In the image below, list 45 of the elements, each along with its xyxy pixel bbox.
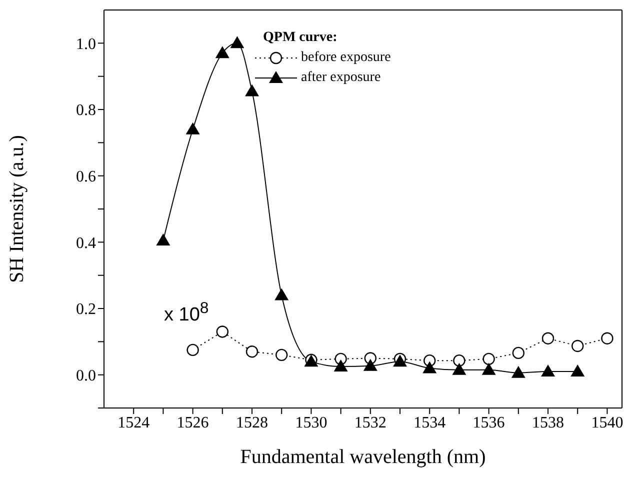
x-tick-label: 1532 (354, 414, 386, 432)
x-tick-label: 1534 (414, 414, 446, 432)
point (570, 364, 585, 377)
point (422, 361, 437, 374)
legend-label: after exposure (301, 69, 381, 87)
point (186, 344, 199, 356)
y-tick-label: 0.8 (76, 102, 96, 120)
annotation: x 10$^{8}$ (164, 300, 209, 326)
point (246, 346, 258, 358)
point (245, 84, 259, 96)
legend-title: QPM curve: (263, 29, 338, 47)
x-tick-label: 1538 (532, 414, 564, 432)
point (572, 340, 584, 352)
point (601, 332, 614, 344)
point (541, 364, 555, 377)
point (542, 332, 554, 344)
y-axis-title: SH Intensity (a.u.) (6, 135, 28, 283)
point (156, 234, 170, 246)
point (511, 366, 526, 378)
point (363, 358, 378, 371)
point (276, 348, 288, 362)
x-tick-label: 1524 (118, 414, 150, 432)
y-tick-label: 0.4 (76, 234, 96, 252)
point (215, 46, 230, 58)
point (512, 346, 524, 360)
x-tick-label: 1528 (236, 414, 268, 432)
legend-label: before exposure (301, 49, 391, 67)
point (452, 362, 466, 375)
y-tick-label: 1.0 (76, 36, 96, 53)
text: 0.0 (76, 368, 96, 385)
point (216, 326, 228, 338)
x-tick-label: 1536 (472, 414, 505, 432)
y-tick-label: 0.6 (76, 168, 96, 186)
x-tick-label: 1526 (176, 414, 209, 432)
point (334, 360, 348, 372)
point (482, 362, 496, 375)
point (482, 352, 495, 366)
point (230, 36, 244, 48)
x-axis-title: Fundamental wavelength (nm) (240, 446, 486, 468)
x-tick-label: 1530 (295, 414, 328, 432)
y-tick-label: 0.2 (76, 301, 96, 318)
point (186, 122, 200, 134)
point (274, 288, 289, 300)
point (453, 354, 466, 367)
x-tick-label: 1540 (591, 414, 624, 432)
